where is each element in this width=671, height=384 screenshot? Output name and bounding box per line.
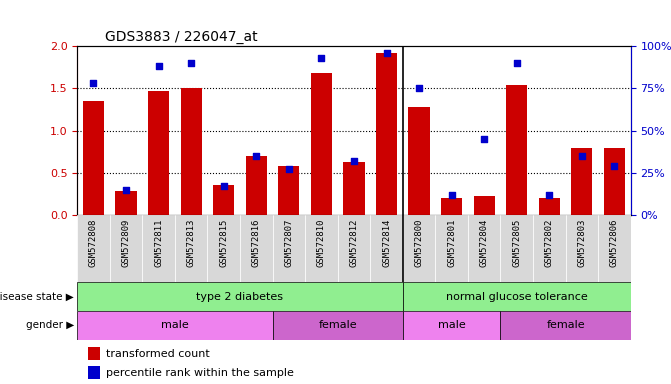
Text: normal glucose tolerance: normal glucose tolerance (446, 291, 588, 302)
Point (88, 80, 99, 86)
Bar (311, 73, 332, 215)
Bar (89, 366, 101, 379)
Bar (110, 215, 142, 282)
Bar (83, 101, 104, 215)
Point (218, 183, 229, 189)
Point (609, 163, 620, 169)
Text: GSM572803: GSM572803 (577, 218, 586, 267)
Text: GSM572810: GSM572810 (317, 218, 326, 267)
Bar (240, 215, 272, 282)
Text: disease state ▶: disease state ▶ (0, 291, 74, 302)
Bar (474, 197, 495, 215)
Text: female: female (318, 320, 357, 331)
Bar (115, 191, 137, 215)
Bar (370, 215, 403, 282)
Bar (213, 185, 234, 215)
Bar (148, 91, 169, 215)
Bar (604, 148, 625, 215)
Point (479, 136, 490, 142)
Text: GSM572807: GSM572807 (285, 218, 293, 267)
Text: GSM572813: GSM572813 (187, 218, 196, 267)
Bar (441, 198, 462, 215)
Point (414, 85, 425, 91)
Bar (77, 215, 110, 282)
Bar (272, 311, 403, 340)
Point (446, 192, 457, 198)
Text: GSM572804: GSM572804 (480, 218, 488, 267)
Point (316, 55, 327, 61)
Text: GSM572808: GSM572808 (89, 218, 98, 267)
Text: percentile rank within the sample: percentile rank within the sample (106, 367, 294, 377)
Bar (468, 215, 501, 282)
Bar (77, 311, 272, 340)
Text: GSM572802: GSM572802 (545, 218, 554, 267)
Point (511, 60, 522, 66)
Bar (571, 148, 592, 215)
Bar (598, 215, 631, 282)
Text: GSM572806: GSM572806 (610, 218, 619, 267)
Bar (403, 311, 501, 340)
Text: GSM572811: GSM572811 (154, 218, 163, 267)
Text: GSM572815: GSM572815 (219, 218, 228, 267)
Bar (272, 215, 305, 282)
Point (121, 187, 132, 193)
Bar (403, 215, 435, 282)
Point (153, 63, 164, 70)
Bar (501, 215, 533, 282)
Bar (539, 198, 560, 215)
Text: GSM572812: GSM572812 (350, 218, 358, 267)
Bar (338, 215, 370, 282)
Bar (180, 88, 202, 215)
Point (544, 192, 555, 198)
Bar (207, 215, 240, 282)
Point (381, 50, 392, 56)
Text: GSM572801: GSM572801 (447, 218, 456, 267)
Text: GDS3883 / 226047_at: GDS3883 / 226047_at (105, 30, 258, 44)
Bar (506, 85, 527, 215)
Text: GSM572800: GSM572800 (415, 218, 423, 267)
Bar (175, 215, 207, 282)
Text: GSM572816: GSM572816 (252, 218, 261, 267)
Text: transformed count: transformed count (106, 349, 210, 359)
Point (283, 166, 294, 172)
Bar (435, 215, 468, 282)
Point (349, 158, 360, 164)
Bar (566, 215, 598, 282)
Bar (77, 282, 403, 311)
Text: type 2 diabetes: type 2 diabetes (197, 291, 283, 302)
Bar (246, 156, 267, 215)
Bar (344, 162, 364, 215)
Text: GSM572805: GSM572805 (512, 218, 521, 267)
Bar (305, 215, 338, 282)
Bar (533, 215, 566, 282)
Point (251, 153, 262, 159)
Bar (409, 107, 429, 215)
Text: GSM572814: GSM572814 (382, 218, 391, 267)
Bar (142, 215, 175, 282)
Point (576, 153, 587, 159)
Text: GSM572809: GSM572809 (121, 218, 131, 267)
Text: gender ▶: gender ▶ (25, 320, 74, 331)
Bar (278, 166, 299, 215)
Text: male: male (437, 320, 466, 331)
Text: male: male (161, 320, 189, 331)
Bar (403, 282, 631, 311)
Text: female: female (546, 320, 585, 331)
Bar (376, 53, 397, 215)
Bar (89, 348, 101, 360)
Point (186, 60, 197, 66)
Bar (501, 311, 631, 340)
